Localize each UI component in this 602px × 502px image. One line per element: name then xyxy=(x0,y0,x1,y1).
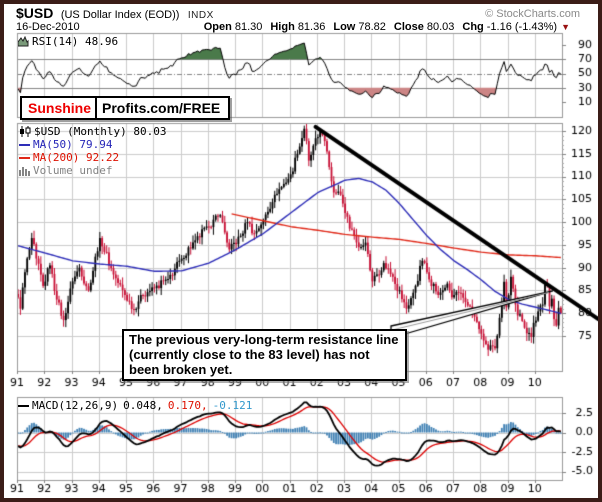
volume-legend: Volume undef xyxy=(33,164,113,177)
close-value: 80.03 xyxy=(426,21,455,33)
main-symbol-legend: $USD (Monthly) 80.03 xyxy=(34,125,167,138)
macd-signal-value: 0.170, xyxy=(167,399,208,412)
main-chart-legend: $USD (Monthly) 80.03 MA(50) 79.94 MA(200… xyxy=(19,125,166,177)
low-value: 78.82 xyxy=(358,21,386,33)
candlestick-icon xyxy=(19,126,31,137)
macd-hist-value: -0.121 xyxy=(212,399,253,412)
ma200-line-swatch-icon xyxy=(19,156,30,159)
rsi-legend-label: RSI(14) 48.96 xyxy=(32,35,119,48)
header-title-row: $USD (US Dollar Index (EOD)) INDX © Stoc… xyxy=(16,5,588,23)
chg-value: -1.16 (-1.43%) xyxy=(486,21,558,33)
macd-line-swatch-icon xyxy=(18,404,29,407)
ma200-legend: MA(200) 92.22 xyxy=(33,151,120,164)
volume-bars-icon xyxy=(19,166,30,176)
ohlc-readout: Open 81.30 High 81.36 Low 78.82 Close 80.03 Chg -… xyxy=(196,21,570,33)
chart-canvas xyxy=(4,4,598,498)
sunshine-profits-badge[interactable]: Sunshine Profits.com/FREE xyxy=(20,96,231,120)
close-label: Close xyxy=(393,21,424,33)
macd-legend: MACD(12,26,9) 0.048, 0.170, -0.121 xyxy=(18,399,252,412)
annotation-text: The previous very-long-term resistance l… xyxy=(129,332,399,377)
low-label: Low xyxy=(333,21,356,33)
macd-value: 0.048, xyxy=(123,399,163,412)
chg-label: Chg xyxy=(462,21,484,33)
rsi-area-icon xyxy=(17,35,29,47)
open-label: Open xyxy=(203,21,232,33)
badge-suffix-text: Profits.com/FREE xyxy=(102,100,221,116)
symbol-title: $USD xyxy=(16,5,54,21)
change-down-triangle-icon: ▼ xyxy=(561,22,570,32)
badge-brand-text: Sunshine xyxy=(22,98,98,118)
high-value: 81.36 xyxy=(297,21,326,33)
annotation-callout-box: The previous very-long-term resistance l… xyxy=(122,329,407,381)
ma50-legend: MA(50) 79.94 xyxy=(33,138,113,151)
quote-date: 16-Dec-2010 xyxy=(16,21,80,33)
ma50-line-swatch-icon xyxy=(19,143,30,146)
open-value: 81.30 xyxy=(234,21,263,33)
exchange-label: INDX xyxy=(187,10,214,21)
high-label: High xyxy=(270,21,295,33)
stockcharts-credit-link[interactable]: © StockCharts.com xyxy=(485,8,580,20)
header-quote-row: 16-Dec-2010 Open 81.30 High 81.36 Low 78.82 Cl… xyxy=(16,21,588,33)
rsi-legend: RSI(14) 48.96 xyxy=(17,35,119,48)
macd-legend-label: MACD(12,26,9) xyxy=(32,399,119,412)
symbol-name: (US Dollar Index (EOD)) xyxy=(60,9,180,21)
